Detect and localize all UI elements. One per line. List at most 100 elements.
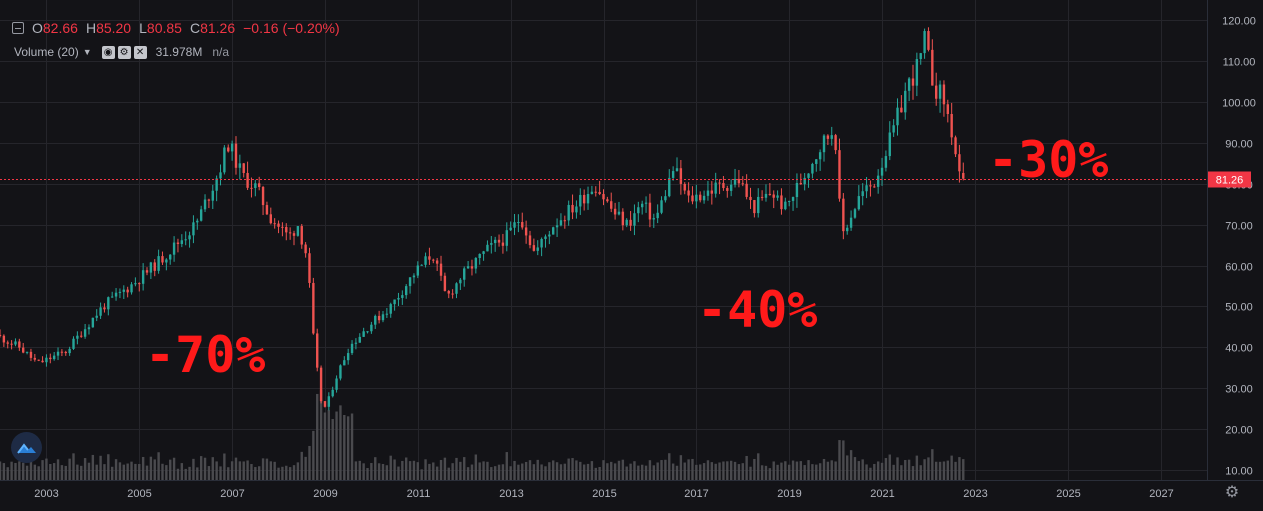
candle-body: [470, 266, 474, 269]
candle-body: [250, 187, 253, 189]
candle-body: [927, 31, 930, 50]
annotation-drawdown-2020: -40%: [697, 281, 817, 339]
candle-body: [145, 270, 149, 273]
volume-bar: [41, 460, 44, 480]
candle-body: [223, 147, 226, 173]
volume-bar: [555, 462, 559, 480]
volume-bar: [664, 459, 667, 480]
candle-body: [811, 163, 814, 174]
volume-bar: [37, 466, 40, 480]
volume-bar: [567, 458, 570, 480]
volume-bar: [246, 460, 249, 480]
high-value: 85.20: [96, 20, 132, 36]
candle-body: [304, 244, 307, 254]
candle-body: [544, 236, 547, 239]
candle-body: [784, 201, 787, 210]
candle-body: [900, 107, 903, 113]
volume-bar: [521, 463, 524, 480]
volume-bar: [524, 461, 528, 480]
volume-bar: [374, 457, 377, 480]
volume-bar: [900, 465, 903, 480]
candle-body: [474, 258, 478, 269]
candle-body: [699, 194, 702, 201]
candle-body: [579, 194, 582, 207]
candle-body: [393, 299, 396, 305]
candle-body: [319, 367, 323, 402]
volume-bar: [873, 463, 876, 480]
candle-body: [122, 289, 125, 292]
candle-body: [99, 307, 102, 316]
candle-body: [873, 186, 876, 188]
candle-body: [842, 198, 845, 232]
volume-bar: [931, 449, 934, 480]
candle-body: [741, 183, 744, 185]
volume-bar: [296, 462, 300, 480]
volume-bar: [72, 453, 75, 480]
candle-body: [679, 168, 683, 184]
candle-body: [876, 175, 880, 187]
collapse-icon[interactable]: [12, 22, 24, 34]
volume-bar: [656, 462, 659, 480]
volume-bar: [784, 461, 787, 480]
volume-bar: [323, 412, 327, 480]
volume-bar: [629, 463, 632, 480]
annotations: -70% -40% -30%: [145, 131, 1108, 384]
volume-bar: [6, 467, 9, 480]
volume-bar: [544, 466, 547, 480]
volume-bar: [308, 445, 311, 480]
candle-body: [296, 226, 300, 236]
candle-body: [822, 135, 826, 153]
candle-body: [853, 209, 857, 218]
candle-body: [904, 90, 907, 113]
volume-bar: [242, 461, 245, 480]
candle-body: [768, 193, 772, 195]
chevron-down-icon[interactable]: ▼: [82, 47, 92, 57]
volume-bar: [780, 462, 783, 480]
annotation-drawdown-2008: -70%: [145, 326, 265, 384]
candle-body: [110, 296, 114, 298]
volume-bar: [552, 460, 555, 480]
candle-body: [350, 343, 354, 354]
volume-bar: [896, 457, 899, 480]
gear-icon[interactable]: ⚙: [1224, 484, 1240, 501]
volume-legend: Volume (20) ▼ ◉ ⚙ ✕ 31.978M n/a: [14, 44, 229, 60]
candle-body: [451, 293, 454, 295]
candle-body: [760, 196, 764, 198]
settings-icon[interactable]: ⚙: [117, 45, 131, 59]
volume-bar: [722, 461, 725, 480]
volume-bar: [718, 462, 721, 480]
volume-bar: [385, 465, 389, 480]
volume-bar: [362, 463, 365, 480]
candle-body: [791, 197, 795, 201]
y-tick-label: 100.00: [1222, 98, 1256, 110]
candle-body: [869, 185, 872, 187]
candle-body: [207, 199, 211, 201]
volume-bar: [443, 457, 447, 480]
volume-bar: [366, 468, 369, 480]
volume-bar: [846, 455, 849, 480]
volume-bar: [818, 463, 822, 480]
logo-icon[interactable]: [11, 432, 42, 463]
volume-bar: [184, 468, 187, 480]
candle-body: [230, 143, 234, 152]
candle-body: [184, 239, 187, 241]
candle-body: [590, 191, 594, 195]
close-icon[interactable]: ✕: [133, 45, 147, 59]
candle-body: [381, 314, 385, 321]
candle-body: [729, 184, 733, 191]
volume-bar: [726, 461, 729, 480]
x-tick-label: 2021: [870, 488, 894, 500]
volume-bar: [842, 440, 845, 480]
candle-body: [737, 178, 741, 184]
eye-icon[interactable]: ◉: [101, 45, 115, 59]
candle-body: [582, 194, 586, 204]
annotation-drawdown-2022: -30%: [988, 131, 1108, 189]
volume-bar: [110, 466, 114, 480]
volume-bar: [459, 461, 462, 480]
volume-bar: [741, 463, 744, 480]
volume-bar: [749, 466, 752, 480]
volume-bar: [316, 393, 319, 480]
candle-body: [300, 226, 303, 245]
volume-title[interactable]: Volume (20): [14, 45, 79, 59]
